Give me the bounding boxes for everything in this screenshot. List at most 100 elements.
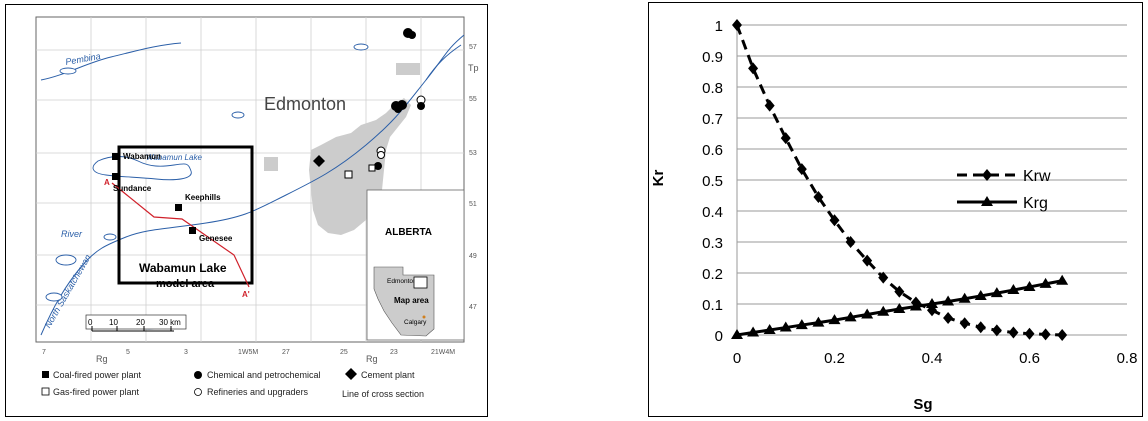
inset-edmonton: Edmonton <box>387 278 417 285</box>
coal-plant-marker <box>175 204 182 211</box>
inset-map-area-box <box>413 276 428 289</box>
scale-bar <box>85 314 187 332</box>
y-tick-label: 0.5 <box>702 173 723 190</box>
scale-tick: 10 <box>109 318 118 327</box>
y-tick-label: 0.8 <box>702 80 723 97</box>
legend-coal: Coal-fired power plant <box>53 370 142 380</box>
edmonton-urban-area <box>309 98 411 235</box>
data-point-krw <box>748 62 759 75</box>
tp-value: 47 <box>469 304 477 311</box>
range-value: 1W5M <box>238 349 258 356</box>
y-axis-label: Kr <box>650 170 667 187</box>
legend-refineries-icon <box>194 388 202 396</box>
data-point-krg <box>942 295 955 306</box>
river-label: River <box>61 229 83 239</box>
data-point-krw <box>894 285 905 298</box>
y-tick-label: 0.6 <box>702 142 723 159</box>
legend-chemical-icon <box>194 371 202 379</box>
range-value: 3 <box>184 349 188 356</box>
plant-label: Wabamun <box>123 152 161 161</box>
industry-markers <box>313 28 426 179</box>
data-point-krw <box>1040 328 1051 341</box>
data-point-krg <box>779 321 792 332</box>
y-tick-label: 0.7 <box>702 111 723 128</box>
model-area-subtitle: model area <box>156 278 215 290</box>
data-point-krw <box>1057 329 1068 341</box>
tp-value: 51 <box>469 201 477 208</box>
plant-label: Sundance <box>113 184 152 193</box>
data-point-krg <box>1056 274 1069 285</box>
tp-value: 57 <box>469 44 477 51</box>
model-area-box <box>117 145 254 285</box>
data-point-krg <box>893 302 906 313</box>
coal-plant-marker <box>112 173 119 180</box>
map-panel: Pembina Wabamun Lake River North Saskatc… <box>5 4 488 417</box>
data-point-krg <box>877 305 890 316</box>
legend-refineries: Refineries and upgraders <box>207 387 309 397</box>
y-tick-labels: 0 0.1 0.2 0.3 0.4 0.5 0.6 0.7 0.8 0.9 1 <box>702 18 723 345</box>
y-tick-label: 0.3 <box>702 235 723 252</box>
rg-label: Rg <box>96 354 108 364</box>
cross-section-start: A <box>104 178 110 187</box>
data-point-krg <box>990 287 1003 298</box>
legend-cement: Cement plant <box>361 370 415 380</box>
data-point-krg <box>812 316 825 327</box>
urban-patch <box>264 157 278 171</box>
data-point-krw <box>975 321 986 334</box>
data-point-krg <box>1007 284 1020 295</box>
y-tick-label: 0.1 <box>702 297 723 314</box>
tp-value: 49 <box>469 253 477 260</box>
inset-title: ALBERTA <box>385 227 432 238</box>
y-tick-label: 0.2 <box>702 266 723 283</box>
x-tick-label: 0.2 <box>824 350 845 367</box>
y-tick-label: 0.4 <box>702 204 723 221</box>
plant-label: Keephills <box>185 193 221 202</box>
pembina-river <box>40 42 182 81</box>
coal-plant-marker <box>112 153 119 160</box>
data-point-krw <box>862 254 873 267</box>
range-value: 5 <box>126 349 130 356</box>
legend-label-krw: Krw <box>1023 168 1051 185</box>
legend-label-krg: Krg <box>1023 195 1048 212</box>
model-area-title: Wabamun Lake <box>139 261 227 275</box>
data-point-krw <box>845 236 856 248</box>
calgary-dot <box>422 315 426 319</box>
data-point-krw <box>764 99 775 112</box>
x-tick-label: 0.8 <box>1117 350 1138 367</box>
data-point-krw <box>878 271 889 284</box>
data-point-krw <box>1024 327 1035 340</box>
data-point-krg <box>909 300 922 311</box>
x-tick-labels: 0 0.2 0.4 0.6 0.8 <box>733 350 1138 367</box>
chart-legend: Krw Krg <box>957 168 1051 212</box>
scale-tick: 20 <box>136 318 145 327</box>
series-layer <box>731 19 1069 341</box>
tp-label: Tp <box>468 63 479 73</box>
legend-chemical: Chemical and petrochemical <box>207 370 321 380</box>
legend-coal-icon <box>42 371 49 378</box>
data-point-krw <box>991 324 1002 337</box>
series-line-krw <box>735 24 1063 337</box>
legend-cement-icon <box>345 368 357 380</box>
data-point-krw <box>796 163 807 176</box>
range-value: 27 <box>282 349 290 356</box>
data-point-krg <box>747 326 760 337</box>
plant-label: Genesee <box>199 234 233 243</box>
inset-map-area: Map area <box>394 296 429 305</box>
legend-cross-section: Line of cross section <box>342 389 424 399</box>
data-point-krw <box>780 132 791 145</box>
y-tick-label: 1 <box>715 18 723 35</box>
legend-gas: Gas-fired power plant <box>53 387 140 397</box>
scale-tick: 0 <box>88 318 93 327</box>
scale-tick: 30 km <box>159 318 181 327</box>
data-point-krg <box>958 292 971 303</box>
data-point-krg <box>828 314 841 325</box>
y-tick-label: 0 <box>715 328 723 345</box>
data-point-krw <box>813 191 824 204</box>
data-point-krg <box>1023 280 1036 291</box>
grid-layer <box>736 24 1127 336</box>
range-value: 7 <box>42 349 46 356</box>
data-point-krg <box>795 319 808 330</box>
legend-gas-icon <box>41 387 50 396</box>
data-point-krg <box>861 308 874 319</box>
inset-calgary: Calgary <box>404 319 427 326</box>
